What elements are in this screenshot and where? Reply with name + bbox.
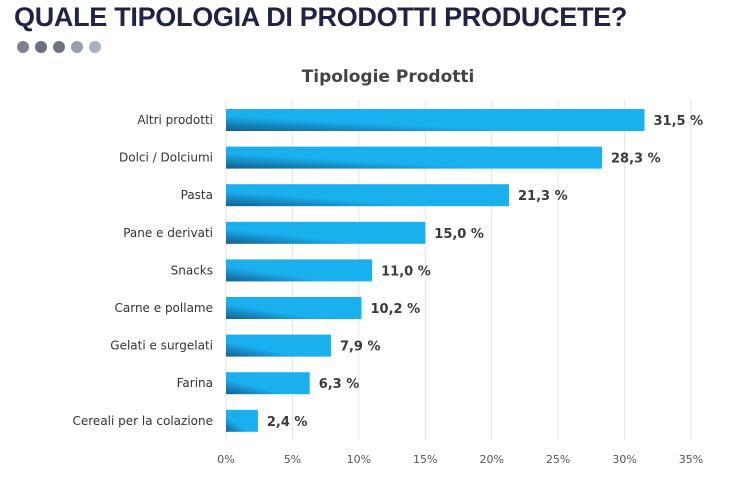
page-heading: QUALE TIPOLOGIA DI PRODOTTI PRODUCETE? xyxy=(14,2,628,32)
category-label: Dolci / Dolciumi xyxy=(119,151,213,165)
value-label: 31,5 % xyxy=(654,114,704,129)
bar xyxy=(226,221,426,244)
bar xyxy=(226,259,373,282)
x-tick-label: 15% xyxy=(413,453,437,466)
value-label: 10,2 % xyxy=(371,302,421,317)
bar xyxy=(226,409,258,432)
x-tick-label: 25% xyxy=(546,453,570,466)
dot xyxy=(35,41,47,53)
value-label: 11,0 % xyxy=(381,264,431,279)
dot xyxy=(89,41,101,53)
category-label: Cereali per la colazione xyxy=(73,414,214,428)
value-label: 15,0 % xyxy=(434,227,484,242)
bar xyxy=(226,184,509,207)
category-label: Pasta xyxy=(181,188,213,202)
x-tick-label: 5% xyxy=(284,453,301,466)
chart-title: Tipologie Prodotti xyxy=(302,67,475,87)
value-label: 7,9 % xyxy=(340,340,381,355)
x-tick-label: 10% xyxy=(347,453,371,466)
category-label: Snacks xyxy=(171,263,213,277)
decorative-dots xyxy=(17,41,101,53)
value-label: 21,3 % xyxy=(518,189,568,204)
value-label: 6,3 % xyxy=(319,377,360,392)
x-tick-label: 0% xyxy=(217,453,234,466)
dot xyxy=(53,41,65,53)
value-label: 2,4 % xyxy=(267,415,308,430)
x-tick-label: 20% xyxy=(479,453,503,466)
category-label: Pane e derivati xyxy=(123,226,213,240)
bar xyxy=(226,297,362,319)
dot xyxy=(71,41,83,53)
x-tick-label: 30% xyxy=(612,453,636,466)
category-label: Altri prodotti xyxy=(137,113,213,127)
bar xyxy=(226,372,310,395)
value-label: 28,3 % xyxy=(611,152,661,167)
bar xyxy=(226,109,645,131)
dot xyxy=(17,41,29,53)
category-label: Gelati e surgelati xyxy=(110,339,213,353)
bar xyxy=(226,334,331,357)
x-tick-label: 35% xyxy=(679,453,703,466)
category-label: Carne e pollame xyxy=(114,301,213,315)
bar xyxy=(226,146,602,169)
category-label: Farina xyxy=(177,376,213,390)
